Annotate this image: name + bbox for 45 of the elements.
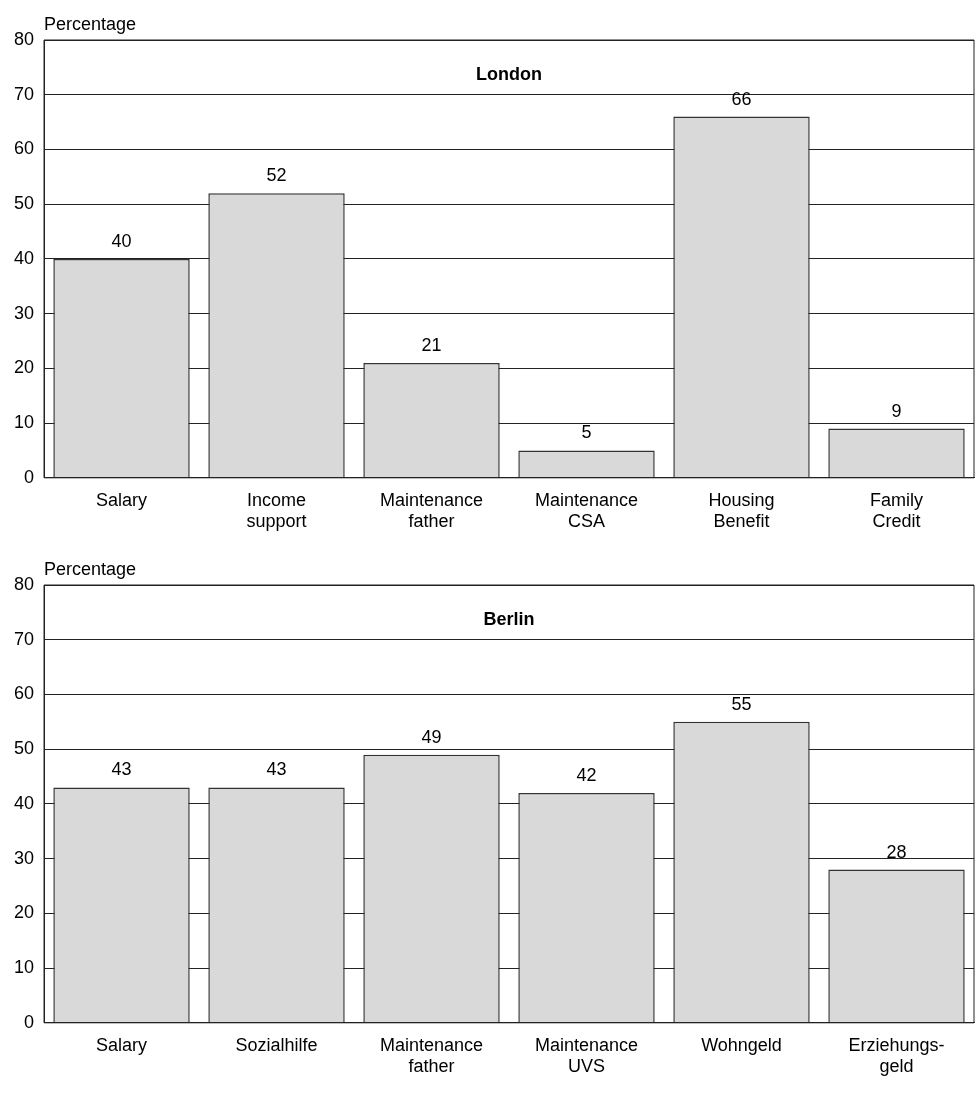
y-axis-title: Percentage [44, 13, 137, 34]
x-tick-label: Income support [246, 489, 307, 532]
y-tick-label: 0 [24, 1011, 35, 1032]
data-label: 43 [266, 759, 287, 780]
y-tick-label: 20 [13, 902, 35, 923]
x-tick-label: Maintenance CSA [534, 489, 639, 532]
y-axis-title: Percentage [44, 558, 137, 579]
y-tick-label: 60 [13, 138, 35, 159]
y-tick-label: 10 [13, 957, 35, 978]
data-label: 52 [266, 165, 287, 186]
text: Berlin [483, 608, 535, 629]
y-tick-label: 70 [13, 83, 35, 104]
x-tick-label: Erziehungs-geld [848, 1034, 945, 1077]
data-label: 49 [421, 726, 442, 747]
y-tick-label: 30 [13, 302, 35, 323]
x-tick-label: Salary [96, 1034, 148, 1055]
y-tick-label: 70 [13, 628, 35, 649]
y-tick-label: 30 [13, 847, 35, 868]
y-tick-label: 80 [13, 28, 35, 49]
y-tick-label: 40 [13, 247, 35, 268]
x-tick-label: Maintenance UVS [534, 1034, 639, 1077]
y-tick-label: 60 [13, 683, 35, 704]
y-tick-label: 80 [13, 573, 35, 594]
y-tick-label: 20 [13, 357, 35, 378]
y-tick-label: 40 [13, 792, 35, 813]
data-label: 28 [886, 841, 907, 862]
text: London [476, 63, 542, 84]
y-tick-label: 0 [24, 466, 35, 487]
data-label: 9 [891, 400, 902, 421]
x-tick-label: Maintenance father [379, 1034, 484, 1077]
y-tick-label: 50 [13, 193, 35, 214]
data-label: 55 [731, 693, 752, 714]
data-label: 43 [111, 759, 132, 780]
y-tick-label: 10 [13, 412, 35, 433]
x-tick-label: Maintenance father [379, 489, 484, 532]
x-tick-label: Salary [96, 489, 148, 510]
x-tick-label: Sozialhilfe [235, 1034, 318, 1055]
data-label: 5 [581, 422, 592, 443]
x-tick-label: Housing Benefit [708, 489, 775, 532]
x-tick-label: Wohngeld [701, 1034, 782, 1055]
data-label: 40 [111, 230, 132, 251]
data-label: 42 [576, 764, 597, 785]
y-tick-label: 50 [13, 738, 35, 759]
x-tick-label: Family Credit [870, 489, 923, 532]
data-label: 21 [421, 334, 442, 355]
